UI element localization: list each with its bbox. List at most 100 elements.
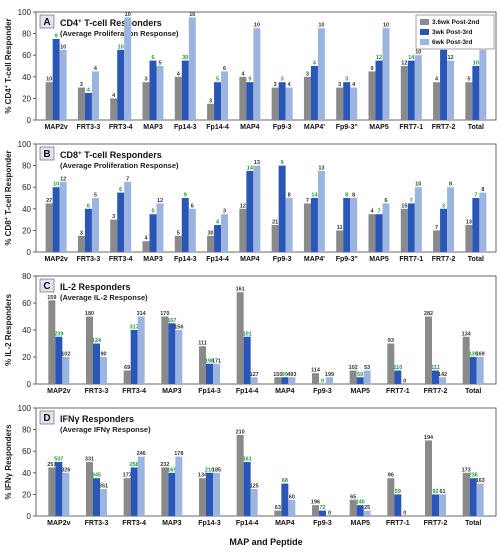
bar-count-label: 8 [449, 182, 452, 188]
bar-count-label: 3 [345, 77, 348, 83]
panel-letter: B [43, 149, 50, 160]
bar-count-label: 0 [328, 511, 331, 517]
x-tick-label: Total [468, 124, 484, 131]
bar [336, 230, 344, 252]
y-tick-label: 0 [27, 512, 32, 521]
panel-letter-box [39, 14, 55, 29]
y-tick-label: 20 [22, 353, 31, 362]
bar [433, 82, 441, 120]
bar [161, 316, 169, 384]
x-tick-label: MAP4 [275, 388, 295, 395]
bar [213, 472, 220, 516]
bar-count-label: 167 [167, 318, 176, 324]
y-axis-label-superscript: + [4, 84, 10, 88]
bar [462, 472, 470, 516]
x-tick-label: Fp14-3 [174, 124, 197, 131]
bar [175, 456, 183, 516]
panel-title-suffix: T-cell Responders [82, 18, 162, 28]
bar-count-label: 169 [476, 352, 485, 358]
bar-count-label: 171 [212, 358, 221, 364]
category-group: 159 239 102 MAP2v [47, 295, 70, 395]
bar [303, 76, 311, 120]
bar-count-label: 101 [243, 331, 252, 337]
bar-count-label: 7 [435, 225, 438, 231]
y-tick-label: 0 [27, 380, 32, 389]
bar [250, 377, 258, 384]
plot-frame [35, 143, 497, 253]
bar-count-label: 5 [151, 209, 154, 215]
bar-count-label: 27 [46, 198, 52, 204]
category-group: 3 67 FRT3-4 [109, 176, 133, 263]
bar [221, 71, 229, 120]
bar-count-label: 159 [47, 295, 56, 301]
bar [349, 499, 357, 516]
bar-count-label: 0 [321, 379, 324, 385]
bar-count-label: 4 [370, 209, 374, 215]
y-tick-label: 0 [27, 248, 32, 257]
bar-count-label: 30 [208, 230, 214, 236]
bar-count-label: 4 [177, 71, 181, 77]
bar [100, 357, 107, 384]
category-group: 5109Total [465, 44, 487, 131]
bar-count-label: 161 [243, 457, 252, 463]
bar [243, 336, 251, 384]
bar-count-label: 10 [473, 61, 479, 67]
bar-count-label: 170 [160, 311, 169, 317]
bar [207, 235, 215, 252]
bar [84, 208, 92, 252]
category-group: 96 59 0 FRT7-1 [386, 473, 410, 527]
bar [271, 225, 279, 252]
x-tick-label: MAP5 [350, 388, 370, 395]
x-tick-label: Fp9-3 [273, 124, 292, 131]
bar-count-label: 3 [338, 82, 341, 88]
bar [368, 71, 376, 120]
bar-count-label: 6 [119, 187, 122, 193]
y-axis-label-prefix: % IFNγ Responders [4, 424, 13, 500]
legend-item-label: 3wk Post-3rd [432, 29, 472, 36]
bar [130, 330, 138, 384]
bar-count-label: 3 [209, 98, 212, 104]
bar [168, 472, 176, 516]
bar-count-label: 124 [92, 338, 102, 344]
y-tick-label: 40 [22, 469, 31, 478]
bar [77, 235, 85, 252]
bar [382, 203, 390, 252]
bar [84, 93, 92, 120]
bar-count-label: 199 [325, 372, 334, 378]
bar [432, 494, 439, 516]
bar-count-label: 10 [383, 23, 389, 29]
y-axis-label-suffix: T-cell Responder [4, 18, 13, 85]
bar-count-label: 251 [47, 462, 56, 468]
bar [414, 187, 422, 252]
bar [336, 87, 344, 120]
x-tick-label: MAP3 [143, 124, 163, 131]
panel-title-superscript: + [78, 150, 82, 157]
x-tick-label: FRT7-1 [399, 256, 423, 263]
bar-count-label: 10 [118, 44, 124, 50]
y-tick-label: 20 [22, 94, 31, 103]
bar-count-label: 13 [466, 220, 472, 226]
bar [407, 60, 415, 120]
bar-count-label: 156 [174, 325, 183, 331]
bar-count-label: 13 [318, 166, 324, 172]
x-tick-label: MAP4' [304, 124, 325, 131]
legend-swatch [420, 19, 429, 25]
bar [110, 219, 118, 252]
bar-count-label: 7 [377, 209, 380, 215]
bar [349, 370, 357, 384]
x-tick-label: Fp9-3'' [336, 256, 358, 263]
y-axis-label: % IL-2 Responders [4, 293, 13, 366]
category-group: 4 10 10 FRT3-4 [109, 12, 133, 131]
x-tick-label: FRT3-3 [85, 388, 109, 395]
bar [440, 49, 448, 120]
bar-count-label: 317 [130, 325, 139, 331]
y-axis-label-prefix: % CD4 [4, 88, 13, 114]
bar-count-label: 4 [112, 93, 116, 99]
bar [130, 467, 138, 516]
bar [156, 66, 164, 120]
panel-letter-box [39, 278, 55, 293]
